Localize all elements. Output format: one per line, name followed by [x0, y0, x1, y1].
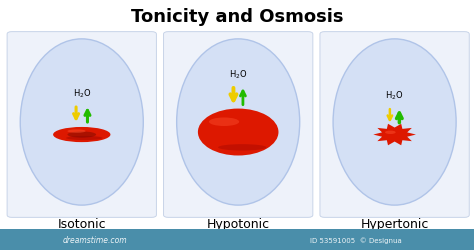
- Text: H$_2$O: H$_2$O: [229, 68, 247, 81]
- Ellipse shape: [177, 40, 300, 205]
- Text: Hypotonic: Hypotonic: [207, 218, 270, 230]
- Text: Isotonic: Isotonic: [57, 218, 106, 230]
- Text: Tonicity and Osmosis: Tonicity and Osmosis: [131, 8, 343, 26]
- Ellipse shape: [218, 144, 266, 151]
- Ellipse shape: [198, 109, 278, 156]
- FancyBboxPatch shape: [7, 32, 156, 218]
- Ellipse shape: [20, 40, 143, 205]
- Ellipse shape: [67, 132, 96, 138]
- Ellipse shape: [333, 40, 456, 205]
- Text: H$_2$O: H$_2$O: [385, 90, 404, 102]
- Text: H$_2$O: H$_2$O: [73, 87, 91, 100]
- Ellipse shape: [67, 130, 86, 133]
- Text: Hypertonic: Hypertonic: [360, 218, 429, 230]
- Text: ID 53591005  © Designua: ID 53591005 © Designua: [310, 236, 401, 243]
- Polygon shape: [373, 124, 416, 146]
- FancyBboxPatch shape: [164, 32, 313, 218]
- FancyBboxPatch shape: [0, 229, 474, 250]
- Ellipse shape: [53, 128, 110, 142]
- Text: dreamstime.com: dreamstime.com: [63, 235, 127, 244]
- Ellipse shape: [66, 136, 102, 140]
- Ellipse shape: [209, 118, 239, 126]
- Ellipse shape: [385, 131, 396, 134]
- FancyBboxPatch shape: [320, 32, 469, 218]
